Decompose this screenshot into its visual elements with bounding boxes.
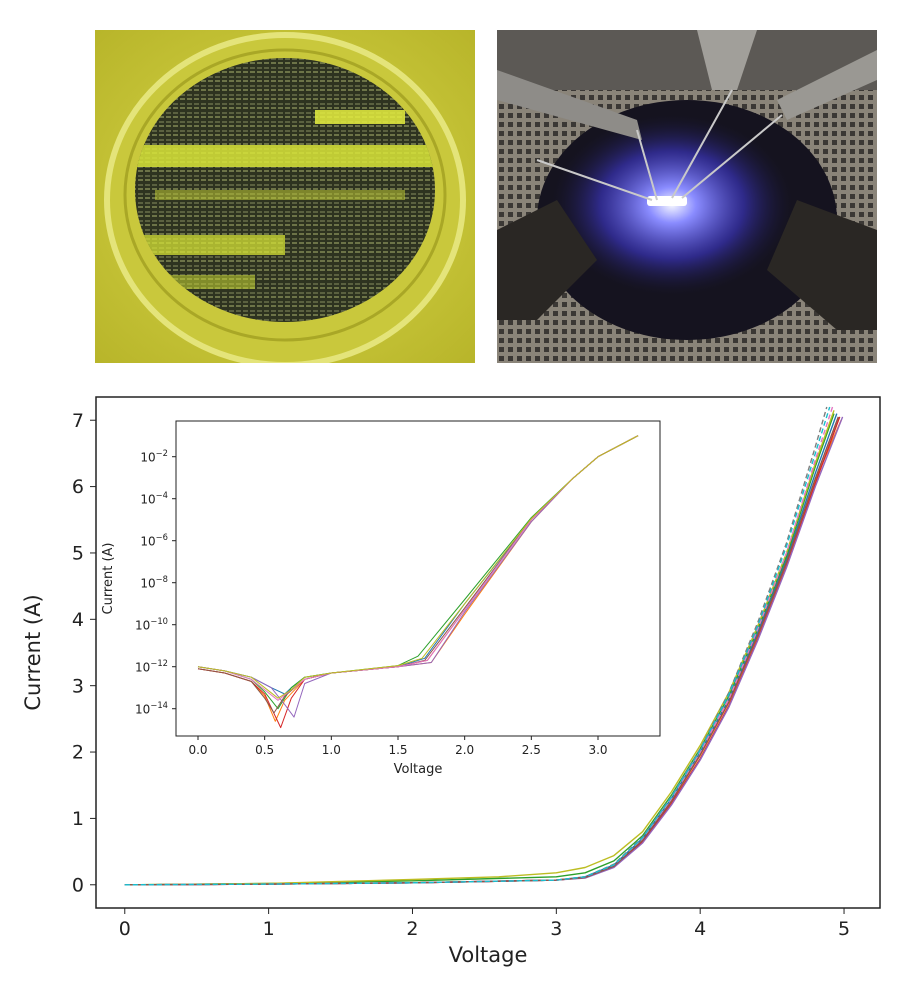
x-tick-label: 0: [119, 918, 131, 940]
x-tick-label: 2: [406, 918, 418, 940]
y-tick-label: 7: [72, 410, 84, 432]
x-tick-label: 5: [838, 918, 850, 940]
series-line-9: [124, 406, 831, 886]
x-axis-label: Voltage: [394, 762, 443, 777]
wafer-under-yellow-light-icon: [95, 30, 475, 363]
y-axis-label: Current (A): [101, 543, 116, 615]
plot-frame: [175, 420, 661, 737]
inset-log-plot: 0.0 0.5 1.0 1.5 2.0 2.5 3.0 10−2 10−4 10−6 10−8 10−…: [101, 420, 661, 777]
x-tick-label: 3: [550, 918, 562, 940]
x-tick-label: 4: [694, 918, 706, 940]
y-tick-label: 10−6: [140, 532, 168, 548]
x-tick-label: 0.5: [255, 743, 274, 757]
y-tick-label: 2: [72, 742, 84, 764]
y-tick-label: 10−12: [135, 658, 168, 674]
y-tick-label: 10−2: [140, 448, 168, 464]
x-tick-label: 2.0: [455, 743, 474, 757]
y-tick-label: 10−8: [140, 574, 168, 590]
y-tick-label: 3: [72, 675, 84, 697]
y-tick-label: 10−4: [140, 490, 168, 506]
y-tick-label: 0: [72, 874, 84, 896]
y-tick-label: 10−14: [135, 700, 168, 716]
probe-station-blue-emission-icon: [497, 30, 877, 363]
x-tick-label: 1.5: [388, 743, 407, 757]
wafer-photo: [95, 30, 475, 363]
x-tick-label: 3.0: [588, 743, 607, 757]
series-line-2: [124, 413, 835, 886]
y-tick-label: 5: [72, 543, 84, 565]
x-tick-label: 2.5: [522, 743, 541, 757]
y-tick-label: 6: [72, 476, 84, 498]
y-tick-label: 4: [72, 609, 84, 631]
x-tick-label: 0.0: [188, 743, 207, 757]
y-tick-label: 1: [72, 808, 84, 830]
x-tick-label: 1: [263, 918, 275, 940]
probe-station-photo: [497, 30, 877, 363]
y-tick-label: 10−10: [135, 616, 168, 632]
series-line-7: [197, 435, 639, 699]
x-axis-label: Voltage: [449, 943, 528, 967]
series-line-6: [124, 416, 839, 886]
y-axis-label: Current (A): [21, 594, 45, 710]
x-tick-label: 1.0: [322, 743, 341, 757]
